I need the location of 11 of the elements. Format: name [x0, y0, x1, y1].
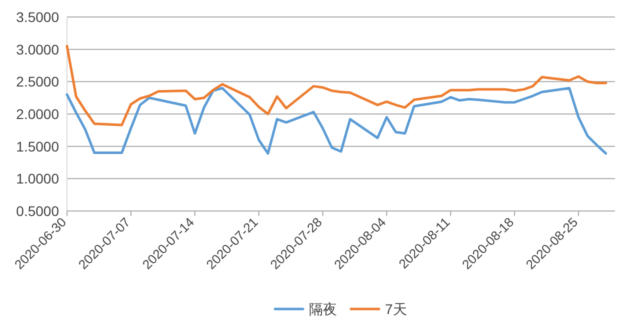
- y-tick-label: 2.5000: [16, 74, 60, 90]
- legend-label: 7天: [385, 301, 407, 317]
- y-tick-label: 3.5000: [16, 9, 60, 25]
- line-series: [66, 86, 608, 155]
- y-tick-label: 0.5000: [16, 203, 60, 219]
- line-series: [66, 44, 608, 126]
- y-tick-label: 1.0000: [16, 170, 60, 187]
- y-tick-label: 3.0000: [16, 41, 60, 58]
- y-tick-label: 1.5000: [16, 138, 60, 154]
- legend-label: 隔夜: [309, 301, 337, 317]
- y-tick-label: 2.0000: [16, 106, 60, 122]
